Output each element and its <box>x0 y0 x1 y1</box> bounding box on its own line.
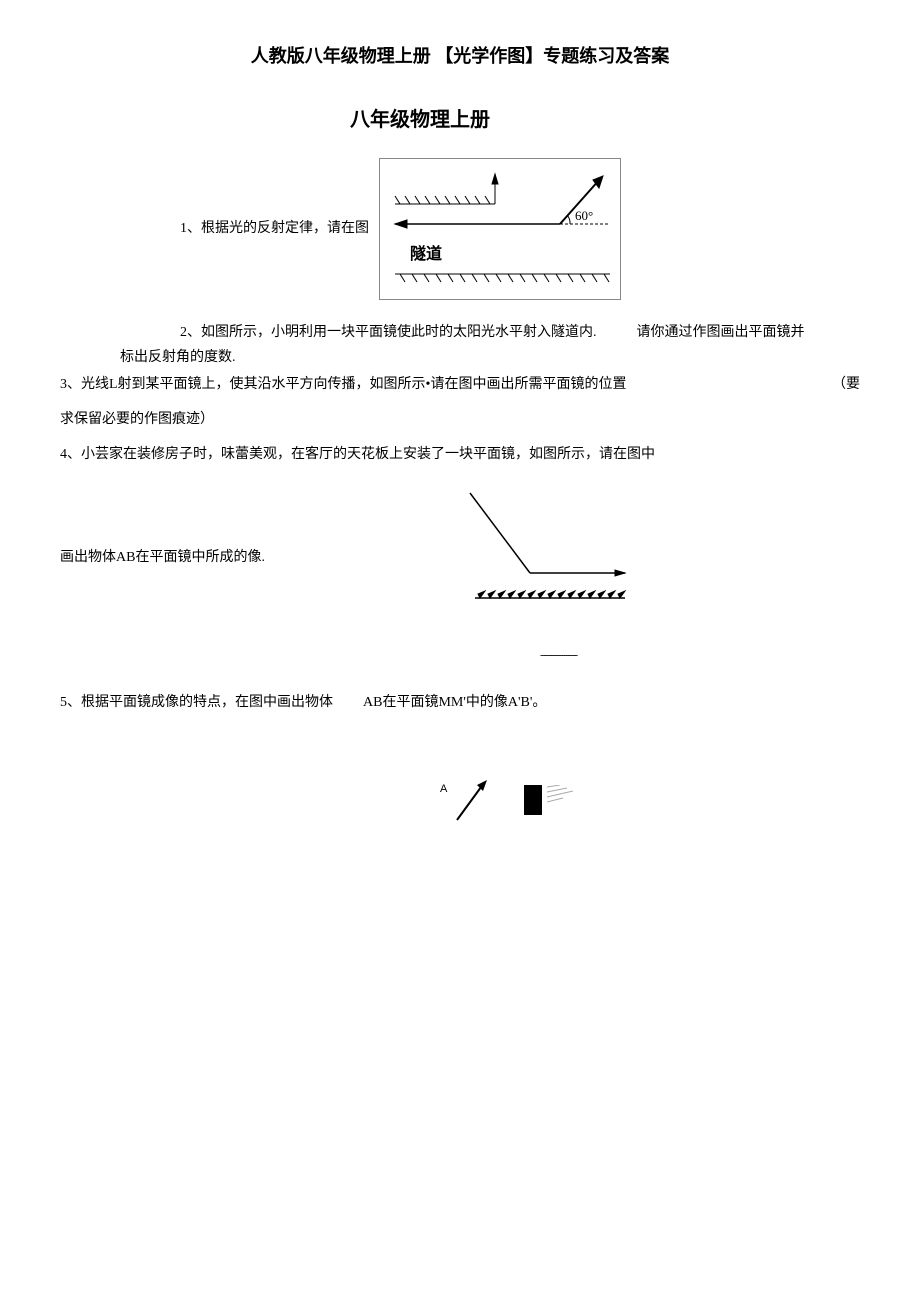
question-2-text-b: 请你通过作图画出平面镜并 <box>637 320 805 345</box>
arrow-ab <box>449 775 499 825</box>
black-block <box>524 785 542 815</box>
tunnel-label: 隧道 <box>410 244 442 263</box>
figure-3 <box>445 488 645 627</box>
question-3-text-b: （要 <box>832 372 860 397</box>
question-4-row2: 画出物体AB在平面镜中所成的像. <box>60 488 860 627</box>
question-2-row: 2、如图所示，小明利用一块平面镜使此时的太阳光水平射入隧道内. 请你通过作图画出… <box>60 320 860 370</box>
question-1-text: 1、根据光的反射定律，请在图 <box>180 216 369 241</box>
question-5-text-row: 5、根据平面镜成像的特点，在图中画出物体 AB在平面镜MM'中的像A'B'。 <box>60 690 860 715</box>
question-3-cont: 求保留必要的作图痕迹） <box>60 407 860 432</box>
main-title: 人教版八年级物理上册 【光学作图】专题练习及答案 <box>60 40 860 72</box>
dashed-divider: - - - - - - - - - - - - - - - - - - - - <box>540 647 860 665</box>
question-5-text-b: AB在平面镜MM'中的像A'B'。 <box>363 690 546 715</box>
question-3-text-a: 3、光线L射到某平面镜上，使其沿水平方向传播，如图所示•请在图中画出所需平面镜的… <box>60 372 626 397</box>
letter-a-label: A <box>440 780 447 800</box>
mirror-diagram <box>445 488 645 618</box>
angle-label: 60° <box>575 208 593 223</box>
question-2-cont: 标出反射角的度数. <box>120 345 860 370</box>
sub-title: 八年级物理上册 <box>0 102 860 138</box>
figure-1: 60° 隧道 <box>379 158 621 299</box>
figure-5: A <box>440 775 860 825</box>
question-1-row: 1、根据光的反射定律，请在图 <box>60 158 860 299</box>
question-2-text-a: 2、如图所示，小明利用一块平面镜使此时的太阳光水平射入隧道内. <box>180 320 597 345</box>
question-5-text-a: 5、根据平面镜成像的特点，在图中画出物体 <box>60 690 333 715</box>
question-4-text-b: 画出物体AB在平面镜中所成的像. <box>60 545 265 570</box>
question-4: 4、小芸家在装修房子时，味蕾美观，在客厅的天花板上安装了一块平面镜，如图所示，请… <box>60 442 860 467</box>
question-5: 5、根据平面镜成像的特点，在图中画出物体 AB在平面镜MM'中的像A'B'。 A <box>60 690 860 825</box>
mirror-hatching <box>545 785 585 815</box>
tunnel-diagram: 60° 隧道 <box>385 164 615 284</box>
question-3-row: 3、光线L射到某平面镜上，使其沿水平方向传播，如图所示•请在图中画出所需平面镜的… <box>60 372 860 397</box>
